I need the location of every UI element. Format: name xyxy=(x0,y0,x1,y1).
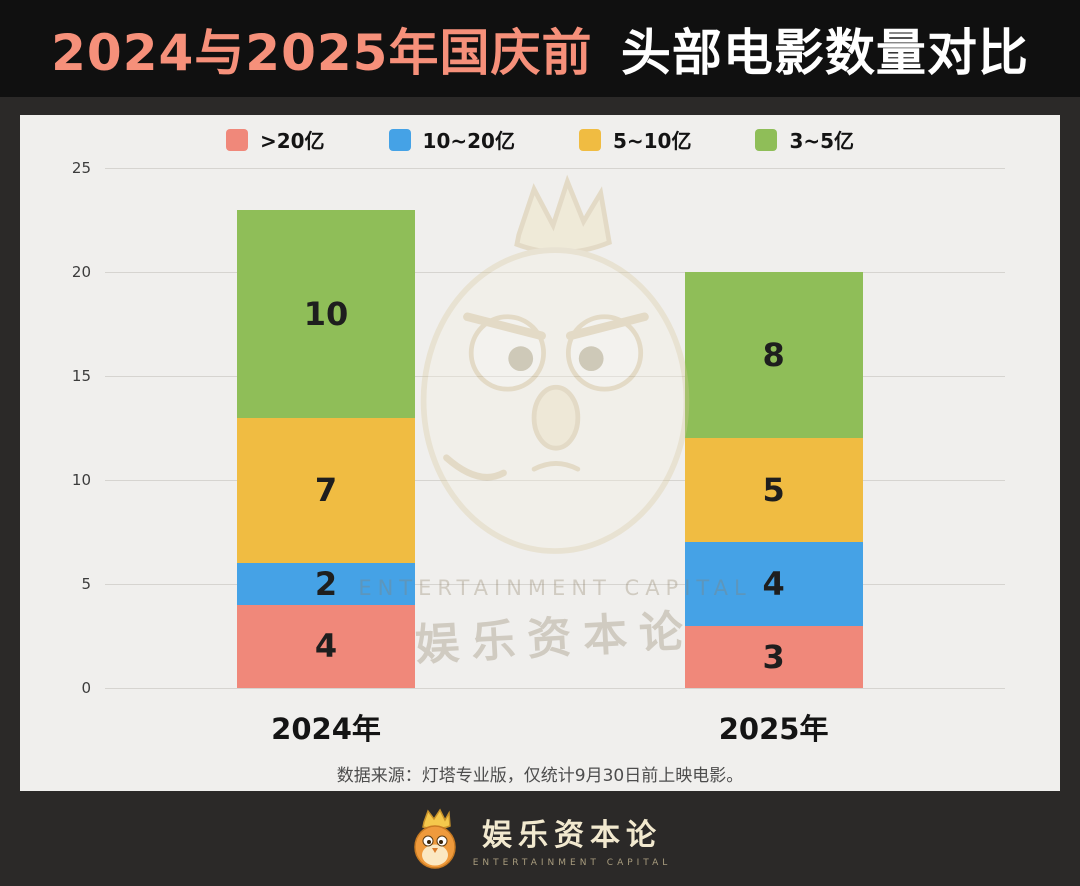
page-title: 2024与2025年国庆前 头部电影数量对比 xyxy=(51,13,1029,85)
bar-segment: 7 xyxy=(237,417,416,564)
segment-value: 5 xyxy=(762,471,785,510)
gridline xyxy=(105,688,1005,689)
legend-label: 5~10亿 xyxy=(612,129,692,153)
legend-swatch xyxy=(388,128,411,151)
segment-value: 10 xyxy=(303,294,349,333)
plot-area: ENTERTAINMENT CAPITAL 娱乐资本论 0 5 10 15 20 25 4 2… xyxy=(72,159,1005,746)
brand-text: 娱乐资本论 ENTERTAINMENT CAPITAL xyxy=(473,810,672,868)
bar-segment: 4 xyxy=(684,542,863,626)
footer-bar: 娱乐资本论 ENTERTAINMENT CAPITAL xyxy=(0,791,1080,886)
brand-subtitle: ENTERTAINMENT CAPITAL xyxy=(472,857,672,868)
footnote: 数据来源：灯塔专业版，仅统计9月30日前上映电影。 xyxy=(336,766,744,786)
y-axis-tick: 5 xyxy=(81,575,91,593)
title-highlight: 2024与2025年国庆前 xyxy=(51,23,593,82)
y-axis-tick: 15 xyxy=(71,367,91,385)
y-axis-tick: 25 xyxy=(71,159,91,177)
legend-label: >20亿 xyxy=(259,129,325,153)
gridline xyxy=(105,168,1005,169)
segment-value: 4 xyxy=(314,627,338,666)
title-rest: 头部电影数量对比 xyxy=(620,23,1029,82)
legend-item: 5~10亿 xyxy=(578,125,692,154)
legend-swatch xyxy=(755,128,778,151)
bar-segment: 8 xyxy=(684,272,863,439)
y-axis-tick: 10 xyxy=(71,471,91,489)
gridline xyxy=(105,376,1005,377)
legend: >20亿 10~20亿 5~10亿 3~5亿 xyxy=(20,125,1060,154)
watermark-mascot-icon xyxy=(420,174,690,554)
segment-value: 3 xyxy=(762,637,785,676)
chart-card: >20亿 10~20亿 5~10亿 3~5亿 ENTERTAINMENT CAPITA… xyxy=(20,115,1060,791)
legend-label: 10~20亿 xyxy=(422,129,515,153)
bar-segment: 2 xyxy=(237,563,416,605)
legend-item: 3~5亿 xyxy=(755,125,854,154)
watermark-text-cn: 娱乐资本论 xyxy=(414,605,697,672)
segment-value: 7 xyxy=(314,471,338,510)
brand-name: 娱乐资本论 xyxy=(482,817,662,853)
y-axis-tick: 20 xyxy=(71,263,91,281)
segment-value: 2 xyxy=(314,565,338,604)
bar-segment: 3 xyxy=(684,625,863,688)
y-axis-tick: 0 xyxy=(81,679,91,697)
legend-item: 10~20亿 xyxy=(388,125,515,154)
gridline xyxy=(105,272,1005,273)
bar-segment: 4 xyxy=(237,604,416,688)
stacked-bar: 4 2 7 10 xyxy=(237,168,416,688)
legend-swatch xyxy=(225,128,248,151)
legend-item: >20亿 xyxy=(225,125,325,154)
segment-value: 8 xyxy=(762,336,785,375)
x-axis-label: 2025年 xyxy=(718,712,829,746)
header-banner: 2024与2025年国庆前 头部电影数量对比 xyxy=(0,0,1080,97)
stacked-bar: 3 4 5 8 xyxy=(684,168,863,688)
gridline xyxy=(105,480,1005,481)
x-axis-label: 2024年 xyxy=(271,712,381,746)
gridline xyxy=(105,584,1005,585)
brand-logo-icon xyxy=(413,808,456,869)
legend-swatch xyxy=(578,128,601,151)
legend-label: 3~5亿 xyxy=(789,129,855,153)
segment-value: 4 xyxy=(762,565,785,604)
bar-segment: 5 xyxy=(684,438,863,543)
bar-segment: 10 xyxy=(237,209,416,418)
